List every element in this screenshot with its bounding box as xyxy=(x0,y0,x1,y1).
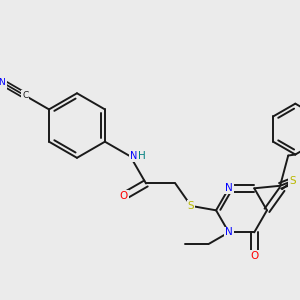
Text: H: H xyxy=(138,152,146,161)
Text: S: S xyxy=(289,176,296,186)
Text: N: N xyxy=(130,152,137,161)
Text: N: N xyxy=(225,183,233,193)
Text: S: S xyxy=(188,201,194,211)
Text: N: N xyxy=(225,227,233,237)
Text: N: N xyxy=(0,77,5,86)
Text: C: C xyxy=(22,91,28,100)
Text: O: O xyxy=(250,251,258,261)
Text: O: O xyxy=(120,191,128,201)
